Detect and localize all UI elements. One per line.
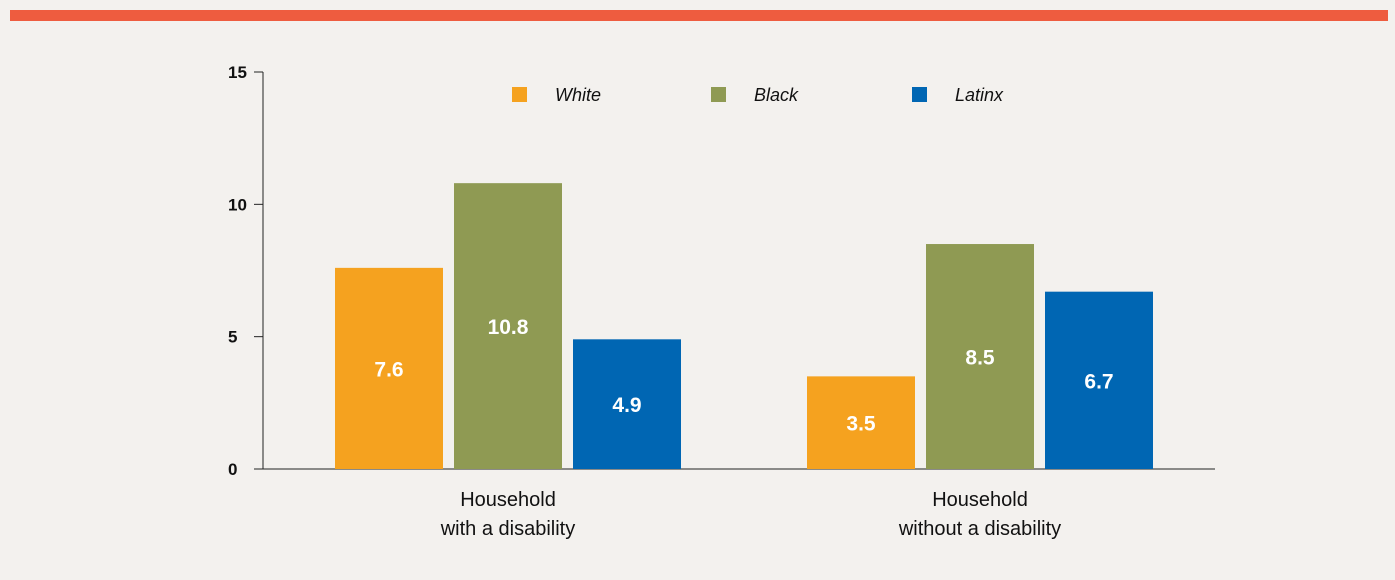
y-tick-label: 10: [228, 195, 247, 214]
bars: 7.6 3.5 10.8 8.5 4.9 6.7: [335, 183, 1153, 469]
category-label: with a disability: [440, 518, 576, 540]
bar-black: [926, 244, 1034, 469]
legend-swatch-black: [711, 87, 726, 102]
bar-value-label: 7.6: [374, 358, 403, 381]
bar-value-label: 8.5: [965, 347, 995, 370]
legend-label-latinx: Latinx: [955, 85, 1004, 105]
top-accent-bar: [10, 10, 1388, 21]
category-label: without a disability: [898, 518, 1061, 540]
bar-value-label: 3.5: [846, 413, 876, 436]
bar-black: [454, 183, 562, 469]
legend-label-white: White: [555, 85, 601, 105]
category-label: Household: [460, 489, 556, 511]
y-tick-label: 15: [228, 63, 247, 82]
category-label: Household: [932, 489, 1028, 511]
y-tick-label: 5: [228, 328, 237, 347]
legend-swatch-latinx: [912, 87, 927, 102]
legend-swatch-white: [512, 87, 527, 102]
bar-white: [335, 267, 443, 469]
bar-value-label: 10.8: [488, 316, 529, 339]
bar-white: [807, 376, 915, 469]
bar-value-label: 4.9: [612, 394, 641, 417]
bar-latinx: [1045, 291, 1153, 469]
legend: White Black Latinx: [512, 85, 1004, 105]
bar-latinx: [573, 339, 681, 469]
bar-value-label: 6.7: [1084, 370, 1113, 393]
legend-label-black: Black: [754, 85, 799, 105]
y-tick-label: 0: [228, 460, 237, 479]
